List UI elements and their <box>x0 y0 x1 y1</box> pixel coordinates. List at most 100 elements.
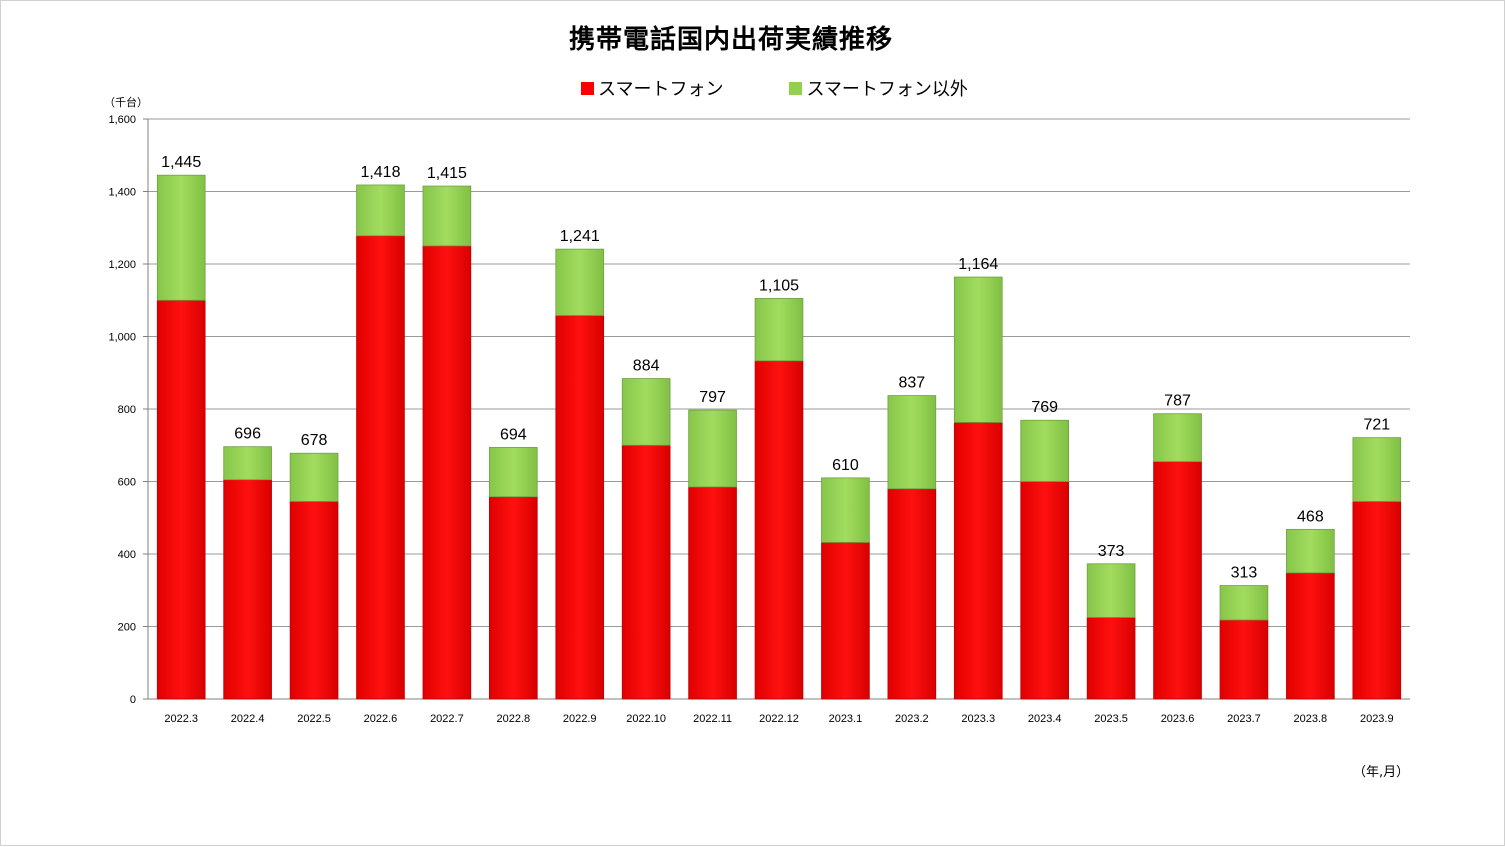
bar-other <box>1020 419 1069 482</box>
data-label-total: 1,241 <box>560 228 600 245</box>
y-tick-label: 1,000 <box>108 332 136 344</box>
data-label-total: 837 <box>898 375 925 392</box>
bar-smartphone <box>821 542 870 700</box>
bars <box>156 174 1402 700</box>
data-label-total: 721 <box>1363 417 1390 434</box>
chart-title: 携帯電話国内出荷実績推移 <box>568 25 893 55</box>
data-label-total: 1,415 <box>427 165 467 182</box>
bar-other <box>953 276 1003 423</box>
y-tick-label: 0 <box>130 694 136 706</box>
bar-smartphone <box>953 422 1003 700</box>
legend-label-smartphone: スマートフォン <box>598 79 724 100</box>
data-label-total: 1,445 <box>161 154 201 171</box>
data-label-total: 797 <box>699 389 726 406</box>
x-tick-label: 2022.12 <box>759 713 799 725</box>
bar-smartphone <box>356 235 405 700</box>
data-label-total: 696 <box>234 426 261 443</box>
data-label-total: 769 <box>1031 399 1058 416</box>
bar-other <box>621 378 671 446</box>
bar-other <box>489 447 538 498</box>
x-tick-label: 2022.7 <box>430 713 464 725</box>
legend-item-smartphone: スマートフォン <box>581 75 723 101</box>
y-tick-label: 1,400 <box>108 187 136 199</box>
data-label-total: 313 <box>1231 565 1258 582</box>
data-label-total: 373 <box>1098 543 1125 560</box>
legend-label-other: スマートフォン以外 <box>806 79 968 100</box>
x-tick-label: 2022.11 <box>693 713 732 725</box>
bar-other <box>1153 413 1202 462</box>
bar-other <box>289 452 339 502</box>
bar-other <box>223 446 272 481</box>
x-tick-label: 2023.1 <box>829 713 863 725</box>
bar-smartphone <box>289 501 339 700</box>
bar-other <box>1286 528 1335 574</box>
x-tick-label: 2023.7 <box>1227 713 1261 725</box>
data-label-total: 1,164 <box>958 256 998 273</box>
bar-smartphone <box>887 488 937 700</box>
bar-smartphone <box>489 496 538 700</box>
data-label-total: 694 <box>500 426 527 443</box>
data-label-total: 610 <box>832 457 859 474</box>
bar-smartphone <box>688 486 737 700</box>
bar-smartphone <box>223 479 272 700</box>
bar-smartphone <box>1020 481 1069 700</box>
x-tick-label: 2023.9 <box>1360 713 1394 725</box>
x-tick-label: 2023.5 <box>1094 713 1128 725</box>
legend-swatch-other <box>789 81 803 95</box>
data-label-total: 1,418 <box>360 164 400 181</box>
bar-smartphone <box>1086 617 1136 700</box>
bar-other <box>156 174 206 301</box>
bar-other <box>688 409 737 488</box>
x-tick-label: 2023.4 <box>1028 713 1062 725</box>
data-label-total: 1,105 <box>759 277 799 294</box>
legend-item-other: スマートフォン以外 <box>789 75 968 101</box>
bar-smartphone <box>754 360 804 700</box>
bar-smartphone <box>156 299 206 700</box>
x-axis-labels: 2022.3 2022.4 2022.5 2022.6 2022.7 2022.8 2022… <box>164 713 1393 725</box>
bar-smartphone <box>1153 461 1202 700</box>
legend-swatch-smartphone <box>581 81 594 95</box>
bar-other <box>887 395 937 490</box>
x-tick-label: 2022.3 <box>164 713 198 725</box>
x-tick-label: 2023.8 <box>1294 713 1328 725</box>
bar-smartphone <box>621 444 671 700</box>
bar-other <box>821 477 870 543</box>
x-axis-unit: （年,月） <box>1353 765 1410 780</box>
bar-other <box>422 185 472 247</box>
y-axis-unit: （千台） <box>104 96 148 109</box>
bar-smartphone <box>1352 501 1402 700</box>
x-tick-label: 2022.10 <box>626 713 666 725</box>
y-tick-label: 600 <box>118 477 136 489</box>
bar-smartphone <box>1286 572 1335 700</box>
x-tick-label: 2022.8 <box>496 713 530 725</box>
bar-other <box>1219 585 1269 621</box>
bar-other <box>1352 437 1402 502</box>
bar-other <box>754 298 804 362</box>
y-tick-label: 1,600 <box>108 114 136 126</box>
x-tick-label: 2022.6 <box>364 713 398 725</box>
data-label-total: 884 <box>633 358 660 375</box>
y-tick-label: 400 <box>118 549 136 561</box>
data-label-total: 787 <box>1164 393 1191 410</box>
y-tick-label: 800 <box>118 404 136 416</box>
y-axis-ticks: 0 200 400 600 800 1,000 1,200 1,400 1,600 <box>108 114 148 706</box>
data-label-total: 468 <box>1297 508 1324 525</box>
bar-smartphone <box>1219 619 1269 700</box>
bar-other <box>1086 563 1136 618</box>
data-label-total: 678 <box>301 432 328 449</box>
bar-smartphone <box>422 245 472 700</box>
x-tick-label: 2023.3 <box>961 713 995 725</box>
bar-smartphone <box>555 315 605 700</box>
bar-other <box>555 248 605 316</box>
x-tick-label: 2022.5 <box>297 713 331 725</box>
data-labels: 1,445 696 678 1,418 1,415 694 1,241 884 797 1,105… <box>161 154 1390 581</box>
x-tick-label: 2022.4 <box>231 713 265 725</box>
x-tick-label: 2023.2 <box>895 713 929 725</box>
x-tick-label: 2022.9 <box>563 713 597 725</box>
y-tick-label: 1,200 <box>108 259 136 271</box>
bar-other <box>356 184 405 237</box>
x-tick-label: 2023.6 <box>1161 713 1195 725</box>
legend: スマートフォン スマートフォン以外 <box>581 75 1034 101</box>
